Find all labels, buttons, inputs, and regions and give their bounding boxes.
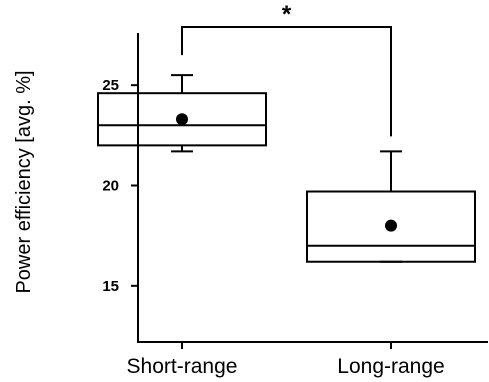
iqr-box — [97, 92, 267, 147]
x-tick-label-1: Short-range — [127, 355, 238, 378]
mean-marker — [385, 219, 397, 232]
mean-marker — [176, 113, 188, 126]
iqr-box — [306, 190, 476, 263]
y-ticks: 15 20 25 — [102, 77, 138, 295]
y-tick-label-25: 25 — [102, 77, 119, 94]
box-1 — [97, 74, 267, 153]
box-2 — [306, 150, 476, 263]
y-tick-label-20: 20 — [102, 177, 119, 194]
significance-annotation: * — [181, 1, 392, 137]
boxes — [97, 74, 476, 263]
y-tick-label-15: 15 — [102, 278, 119, 295]
x-ticks: Short-range Long-range — [127, 342, 445, 378]
x-tick-label-2: Long-range — [337, 355, 444, 378]
significance-marker: * — [282, 1, 292, 28]
significance-bracket — [181, 26, 392, 137]
y-axis-label: Power efficiency [avg. %] — [13, 70, 35, 293]
